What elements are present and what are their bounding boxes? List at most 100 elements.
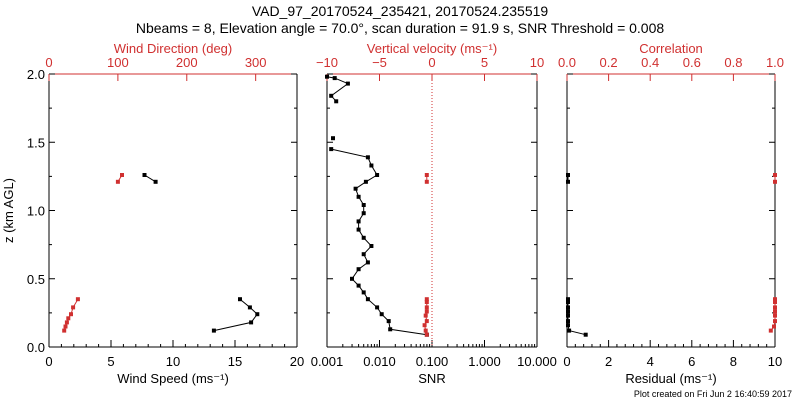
data-point (238, 297, 242, 302)
data-point (115, 179, 120, 184)
x-bottom-tick-label: 8 (730, 354, 737, 369)
x-bottom-tick-label: 0 (563, 354, 570, 369)
x-top-tick-label: 0 (428, 55, 435, 70)
data-point (62, 328, 67, 333)
x-top-tick-label: 5 (481, 55, 488, 70)
x-bottom-tick-label: 0.001 (311, 354, 344, 369)
y-tick-label: 1.0 (27, 204, 45, 219)
x-bottom-axis-label: Wind Speed (ms⁻¹) (117, 371, 229, 386)
data-point (356, 219, 361, 224)
data-point (325, 74, 329, 79)
x-bottom-tick-label: 1.000 (468, 354, 501, 369)
data-point (332, 76, 337, 81)
panel-snr: 0.001 0.010 0.100 1.000 10.000 SNR −10 −5 0 5 10 Ve… (311, 41, 557, 386)
data-point (361, 235, 366, 240)
x-top-axis-label: Wind Direction (deg) (114, 41, 233, 56)
data-point (388, 327, 393, 332)
data-point (566, 313, 570, 318)
data-point (356, 194, 361, 199)
data-point (247, 305, 252, 310)
data-point (424, 305, 429, 310)
data-point (566, 173, 570, 177)
data-point (566, 179, 570, 184)
x-bottom-tick-label: 5 (107, 354, 114, 369)
data-point (365, 297, 370, 302)
data-point (424, 332, 429, 337)
x-top-tick-label: 1.0 (766, 55, 784, 70)
x-top-tick-label: 0.2 (600, 55, 618, 70)
x-bottom-tick-label: 15 (228, 354, 242, 369)
data-point (142, 173, 147, 177)
data-point (773, 173, 777, 177)
x-top-tick-label: 0.4 (641, 55, 659, 70)
x-bottom-tick-label: 10 (166, 354, 180, 369)
data-point (424, 297, 429, 302)
x-bottom-tick-label: 0.100 (416, 354, 449, 369)
data-point (63, 324, 68, 329)
data-point (423, 313, 428, 318)
data-point (424, 179, 429, 184)
data-point (353, 186, 358, 191)
y-axis-label: z (km AGL) (1, 178, 16, 243)
data-point (345, 81, 350, 86)
data-point (331, 136, 335, 141)
data-point (772, 324, 776, 329)
data-point (566, 300, 570, 304)
x-bottom-axis-label: Residual (ms⁻¹) (625, 371, 716, 386)
data-point (361, 252, 366, 257)
data-point (334, 99, 339, 104)
x-top-tick-label: −5 (372, 55, 387, 70)
data-point (361, 203, 366, 207)
panel-residual: 0 2 4 6 8 10 Residual (ms⁻¹) 0.0 0.2 0.4 0.6 0.8 1.0… (558, 41, 784, 386)
data-point (773, 309, 777, 314)
data-point (773, 179, 777, 184)
data-point (386, 319, 391, 324)
data-point (422, 323, 427, 328)
data-point (566, 305, 570, 310)
data-point (375, 173, 380, 177)
data-point (356, 267, 361, 272)
data-point (567, 328, 572, 333)
data-point (424, 173, 429, 177)
x-top-tick-label: 300 (245, 55, 267, 70)
series-line (213, 298, 258, 332)
x-top-axis-label: Vertical velocity (ms⁻¹) (367, 41, 497, 56)
x-top-tick-label: −10 (316, 55, 338, 70)
data-point (69, 312, 73, 317)
data-point (361, 290, 366, 295)
data-point (369, 163, 374, 168)
data-point (350, 276, 354, 281)
x-bottom-tick-label: 0.010 (363, 354, 396, 369)
x-bottom-tick-label: 4 (647, 354, 654, 369)
data-point (120, 173, 124, 177)
data-point (423, 328, 428, 333)
x-top-axis-label: Correlation (639, 41, 703, 56)
data-point (379, 312, 384, 317)
data-point (773, 300, 777, 304)
x-bottom-tick-label: 20 (290, 354, 304, 369)
data-point (424, 300, 429, 304)
data-point (211, 328, 216, 333)
x-bottom-axis-label: SNR (418, 371, 445, 386)
data-point (75, 297, 80, 302)
x-top-tick-label: 200 (176, 55, 198, 70)
data-point (566, 323, 570, 328)
data-point (566, 309, 570, 314)
x-bottom-tick-label: 6 (688, 354, 695, 369)
data-point (361, 211, 366, 216)
x-top-tick-label: 10 (530, 55, 544, 70)
x-bottom-tick-label: 10 (768, 354, 782, 369)
data-point (363, 179, 368, 184)
data-point (64, 320, 69, 325)
x-top-tick-label: 0 (45, 55, 52, 70)
data-point (424, 319, 429, 324)
data-point (773, 319, 777, 324)
x-bottom-tick-label: 2 (605, 354, 612, 369)
data-point (773, 313, 777, 318)
figure-title-line2: Nbeams = 8, Elevation angle = 70.0°, sca… (136, 20, 665, 36)
data-point (356, 283, 361, 288)
data-point (369, 244, 374, 248)
x-top-tick-label: 0.0 (558, 55, 576, 70)
plot-footer: Plot created on Fri Jun 2 16:40:59 2017 (634, 389, 792, 399)
